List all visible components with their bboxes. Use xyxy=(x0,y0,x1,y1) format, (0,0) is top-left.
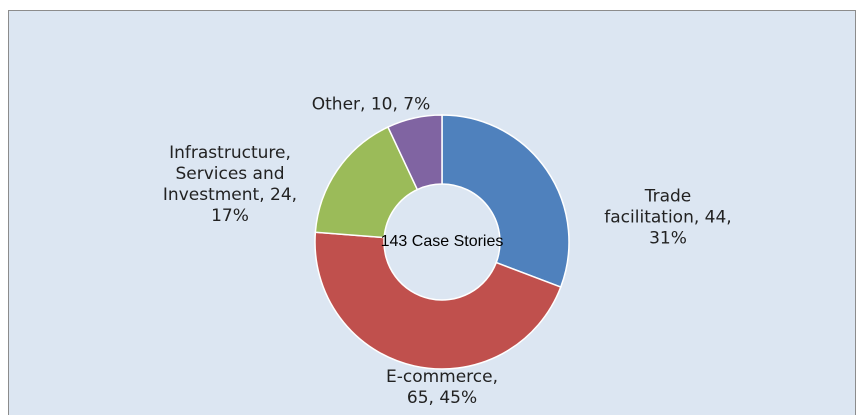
donut-slice xyxy=(314,126,419,239)
slice-label: Infrastructure, Services and Investment,… xyxy=(162,143,298,226)
donut-slice xyxy=(441,114,570,289)
center-label: 143 Case Stories xyxy=(380,233,504,250)
slice-label: Trade facilitation, 44, 31% xyxy=(604,186,732,249)
donut-slice xyxy=(314,231,562,370)
slice-label: E-commerce, 65, 45% xyxy=(385,367,499,408)
slice-label: Other, 10, 7% xyxy=(311,94,431,115)
donut-slice xyxy=(386,114,443,191)
